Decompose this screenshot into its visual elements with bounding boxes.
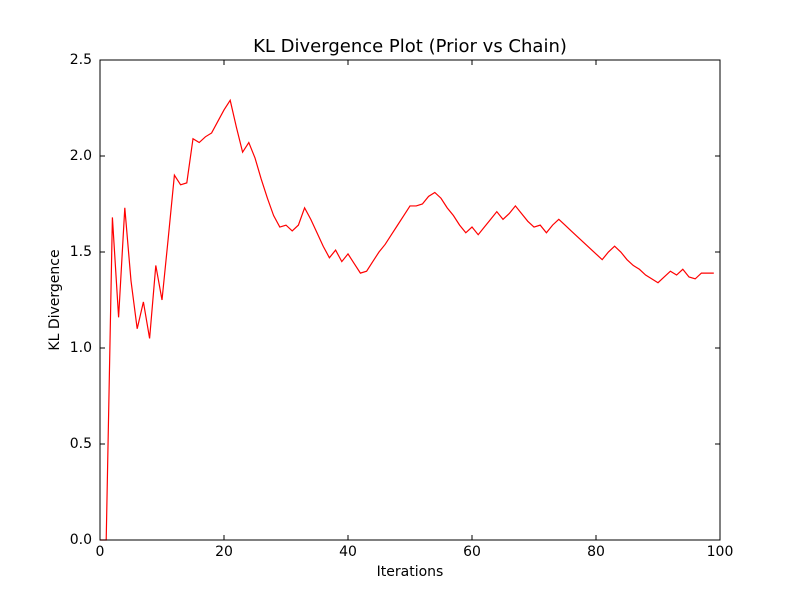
plot-area [100,98,714,541]
data-line [100,98,714,541]
y-tick-label: 2.0 [70,148,92,164]
x-tick-label: 0 [96,544,105,560]
x-tick-label: 80 [587,544,605,560]
y-tick-label: 1.0 [70,340,92,356]
y-tick-label: 0.5 [70,436,92,452]
y-tick-label: 0.0 [70,532,92,548]
x-tick-label: 20 [215,544,233,560]
y-tick-label: 2.5 [70,52,92,68]
x-tick-label: 100 [707,544,734,560]
y-tick-label: 1.5 [70,244,92,260]
axes-frame [99,59,721,541]
chart-title: KL Divergence Plot (Prior vs Chain) [253,36,567,57]
x-axis-label: Iterations [377,564,444,580]
x-tick-label: 40 [339,544,357,560]
x-tick-label: 60 [463,544,481,560]
y-axis-label: KL Divergence [47,249,63,350]
